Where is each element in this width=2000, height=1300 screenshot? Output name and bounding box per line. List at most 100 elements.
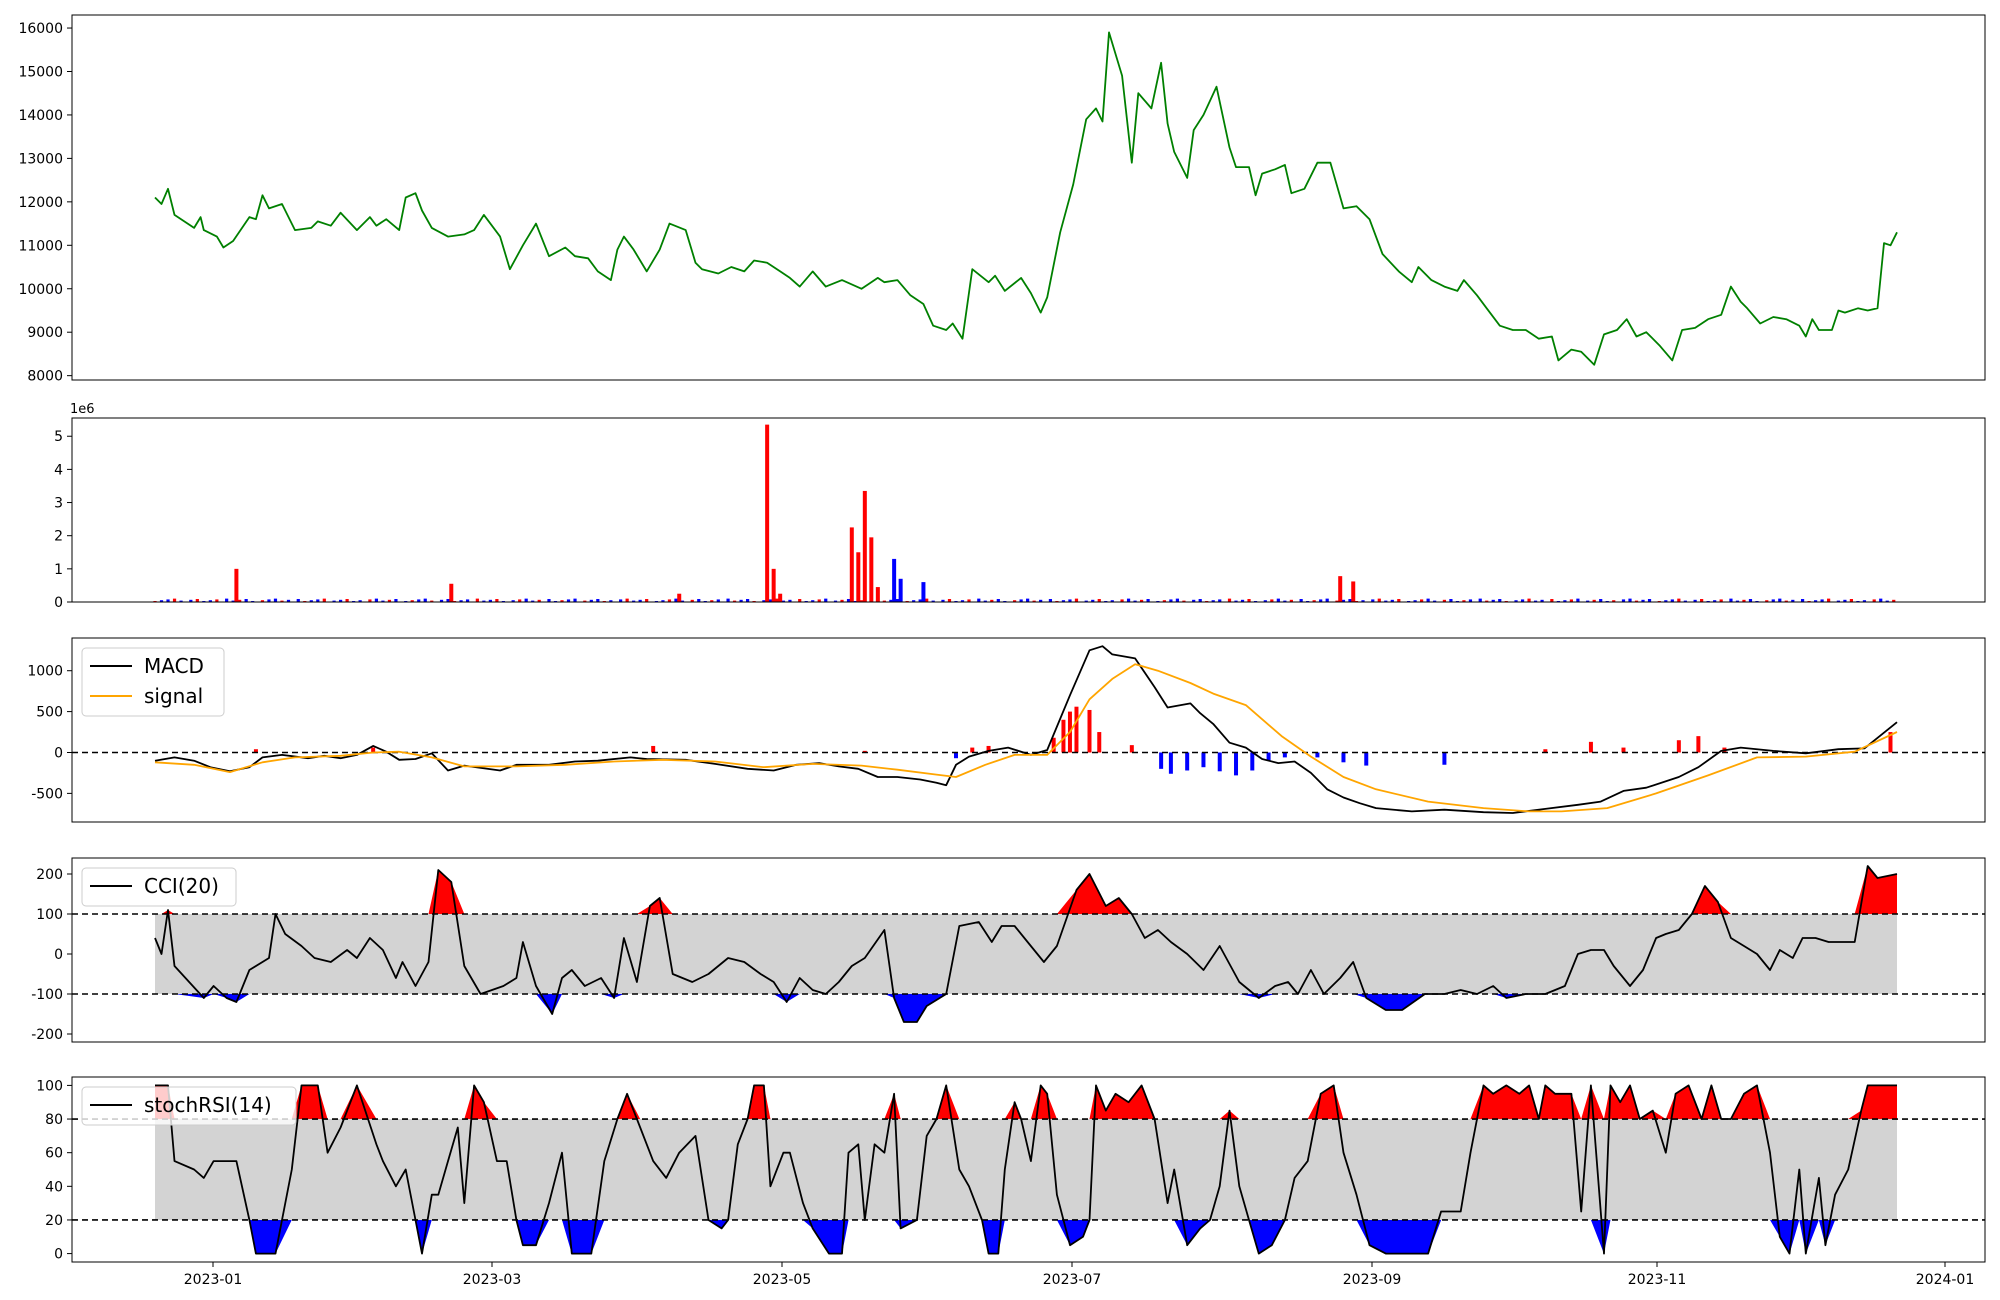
volume-bar [918,599,922,602]
volume-bar [1771,599,1775,602]
volume-bar [667,599,672,602]
macd-histogram-bar [1315,752,1320,758]
plot-frame [71,1076,1986,1263]
macd-histogram-bar [1266,752,1271,761]
y-tick-label: 100 [36,907,63,923]
volume-bar [423,598,427,602]
volume-bar [1371,599,1375,602]
volume-bar [859,600,864,602]
volume-bar [1569,599,1573,602]
y-tick-label: -500 [31,786,63,802]
volume-bar [1397,599,1401,602]
macd-histogram-bar [1888,732,1893,753]
volume-bar [1533,600,1538,602]
volume-bar [1361,600,1365,602]
legend-entry: CCI(20) [144,874,219,898]
volume-bar [840,599,844,602]
volume-spike-bar [771,568,776,602]
volume-bar [609,600,613,602]
volume-bar [495,599,499,602]
volume-spike-bar [1351,581,1356,602]
volume-bar [1227,598,1232,602]
volume-bar [1061,600,1066,602]
volume-bar [394,599,398,602]
volume-spike-bar [449,583,454,602]
y-tick-label: 5 [54,429,63,445]
y-tick-label: 11000 [18,238,63,254]
volume-bar [1885,600,1889,602]
volume-spike-bar [875,587,880,602]
volume-bar [762,600,766,602]
volume-bar [726,598,730,602]
legend-box [81,867,237,907]
volume-bar [674,598,678,602]
overbought-fill [155,866,1897,914]
volume-bar [1097,599,1101,602]
x-tick-label: 2023-01 [184,1272,243,1288]
volume-bar [215,599,219,602]
volume-bar [931,600,935,602]
macd-histogram-bar [1676,740,1681,753]
volume-bar [1449,599,1453,602]
volume-bar [1240,599,1245,602]
volume-bar [625,598,629,602]
volume-bar [475,598,479,602]
volume-bar [1139,599,1144,602]
series-line-price [154,31,1898,366]
volume-bar [811,600,815,602]
volume-bar [1312,600,1316,602]
volume-bar [1621,599,1626,602]
volume-bar [690,599,694,602]
volume-bar [1133,600,1137,602]
volume-bar [1283,600,1287,602]
volume-bar [1872,599,1876,602]
volume-bar [1719,599,1723,602]
volume-bar [1693,599,1697,602]
volume-bar [983,600,987,602]
volume-bar [1169,599,1173,602]
macd-histogram-bar [1159,752,1164,769]
volume-bar [1420,599,1424,602]
volume-bar [430,600,434,602]
volume-bar [1647,599,1652,602]
volume-bar [1527,598,1531,602]
volume-bar [566,599,571,602]
volume-bar [1514,600,1518,602]
volume-bar [661,600,665,602]
volume-bar [1742,599,1746,602]
volume-bar [889,599,893,602]
macd-histogram-bar [1364,752,1369,766]
volume-bar [746,599,750,602]
x-axis: 2023-01 2023-03 2023-05 2023-07 2023-09 2023-… [184,1262,1974,1288]
panel-price: 8000 9000 10000 11000 12000 13000 14000 15000 16… [18,14,1986,385]
volume-bar [338,599,343,602]
volume-bar [345,599,349,602]
y-tick-label: 9000 [27,325,63,341]
volume-bar [1299,599,1303,602]
volume-bar [1218,599,1222,602]
macd-histogram-bar [1168,752,1173,774]
volume-bar [1013,600,1017,602]
volume-bar [1664,600,1668,602]
volume-bar [1540,599,1544,602]
macd-histogram-bar [651,745,656,753]
volume-bar [716,599,720,602]
volume-bar [1032,600,1036,602]
volume-bar [596,599,600,602]
macd-histogram-bar [1234,752,1239,776]
volume-bar [1677,598,1681,602]
volume-bar [1520,599,1525,602]
macd-histogram-bar [1074,706,1079,753]
volume-bar [189,599,193,602]
volume-bar [1748,599,1753,602]
volume-bar [1442,599,1447,602]
volume-bar [387,599,392,602]
volume-bar [1126,598,1131,602]
volume-bar [439,599,444,602]
volume-bar [1628,598,1632,602]
volume-bar [768,599,772,602]
band-fill [155,914,1897,994]
y-tick-label: 1 [54,562,63,578]
volume-bar [1683,600,1687,602]
volume-bar [368,599,372,602]
